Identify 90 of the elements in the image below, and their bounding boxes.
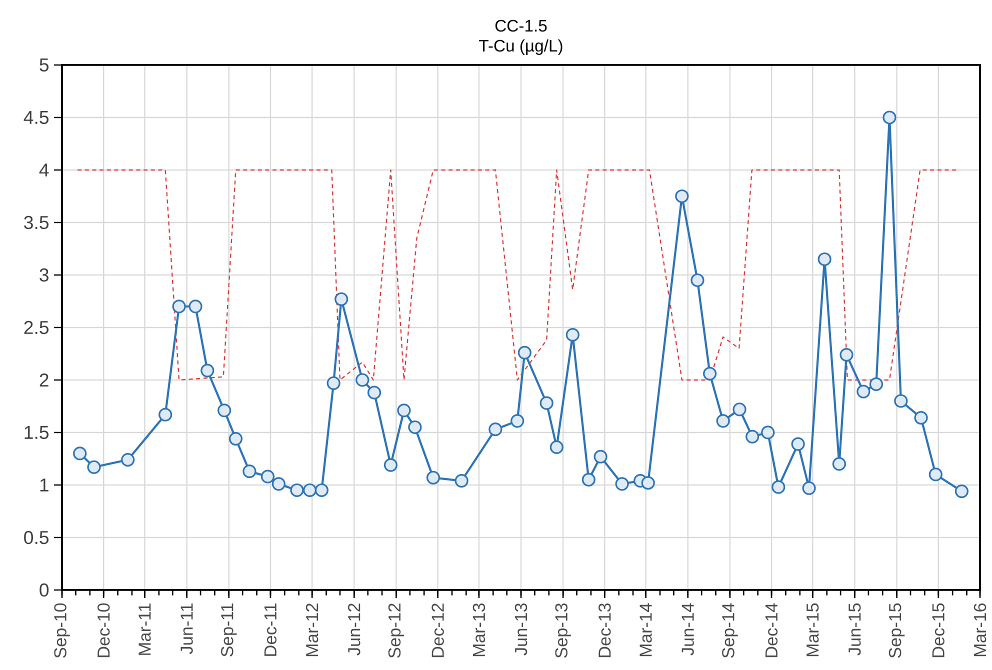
point <box>802 481 816 495</box>
point <box>200 364 214 378</box>
x-tick-label: Mar-13 <box>472 603 486 656</box>
point <box>218 404 232 418</box>
point <box>894 394 908 408</box>
x-tick-label: Sep-14 <box>722 603 738 658</box>
x-tick-label: Dec-11 <box>264 604 277 656</box>
point <box>641 476 655 490</box>
point <box>121 452 135 467</box>
point <box>732 402 746 416</box>
point <box>566 328 580 342</box>
point <box>367 386 382 400</box>
x-tick-label: Mar-11 <box>138 604 151 655</box>
point <box>188 300 202 314</box>
x-tick-label: Dec-10 <box>97 603 110 658</box>
x-tick-label: Sep-12 <box>388 604 404 658</box>
point <box>550 440 564 454</box>
point <box>832 457 846 471</box>
point <box>290 483 304 498</box>
y-tick-label: 3 <box>40 268 48 282</box>
x-tick-label: Sep-11 <box>221 604 237 657</box>
y-tick-label: 0.5 <box>24 530 49 544</box>
point <box>454 474 468 488</box>
x-tick-label: Mar-12 <box>306 604 318 656</box>
x-tick-label: Dec-12 <box>432 604 444 658</box>
x-tick-label: Dec-15 <box>932 603 944 658</box>
point <box>703 366 717 380</box>
point <box>242 464 256 478</box>
point <box>356 373 370 387</box>
point <box>928 468 942 482</box>
y-tick-label: 1.5 <box>24 426 49 440</box>
point <box>384 458 398 472</box>
x-tick-label: Jun-12 <box>348 604 360 656</box>
y-tick-label: 2.5 <box>24 320 49 334</box>
point <box>869 377 884 391</box>
point <box>818 252 832 266</box>
point <box>272 477 286 491</box>
point <box>615 477 629 491</box>
x-tick-label: Dec-13 <box>598 603 611 658</box>
point <box>260 470 275 484</box>
y-tick-label: 3.5 <box>24 216 49 230</box>
point <box>73 446 87 460</box>
x-tick-label: Mar-16 <box>974 603 986 656</box>
point <box>172 300 186 314</box>
chart-title: CC-1.5 <box>495 20 547 32</box>
point <box>690 273 704 288</box>
point <box>791 437 805 451</box>
point <box>408 420 422 434</box>
point <box>746 430 760 444</box>
x-tick-label: Jun-14 <box>682 603 694 656</box>
point <box>228 432 243 446</box>
y-tick-label: 1 <box>40 478 48 492</box>
point <box>582 472 596 487</box>
point <box>397 404 411 418</box>
point <box>716 414 730 428</box>
y-tick-label: 4 <box>39 164 49 176</box>
y-tick-label: 5 <box>40 58 49 72</box>
point <box>426 470 440 484</box>
point <box>518 346 532 360</box>
x-tick-label: Sep-13 <box>555 603 571 658</box>
point <box>510 414 524 428</box>
y-tick-label: 0 <box>40 583 49 597</box>
y-tick-label: 4.5 <box>24 110 49 124</box>
x-tick-label: Sep-15 <box>888 603 905 658</box>
x-tick-label: Jun-15 <box>848 603 861 656</box>
point <box>761 426 775 440</box>
chart-subtitle: T-Cu (µg/L) <box>479 39 562 55</box>
x-tick-label: Dec-14 <box>765 603 778 658</box>
point <box>314 483 328 498</box>
point <box>954 484 969 498</box>
point <box>87 460 101 474</box>
point <box>914 410 928 425</box>
point <box>326 376 340 390</box>
point <box>856 384 870 398</box>
x-tick-label: Mar-14 <box>640 603 652 656</box>
x-tick-label: Jun-13 <box>514 603 528 656</box>
x-tick-label: Jun-11 <box>180 604 193 654</box>
point <box>675 189 689 204</box>
x-tick-label: Mar-15 <box>806 603 819 656</box>
y-tick-label: 2 <box>40 373 48 387</box>
point <box>840 348 854 362</box>
x-tick-label: Sep-10 <box>54 603 70 658</box>
point <box>488 422 502 436</box>
point <box>882 110 896 124</box>
point <box>540 396 554 410</box>
point <box>158 408 172 422</box>
point <box>302 483 317 498</box>
point <box>334 292 348 306</box>
point <box>772 480 786 494</box>
point <box>594 450 608 464</box>
